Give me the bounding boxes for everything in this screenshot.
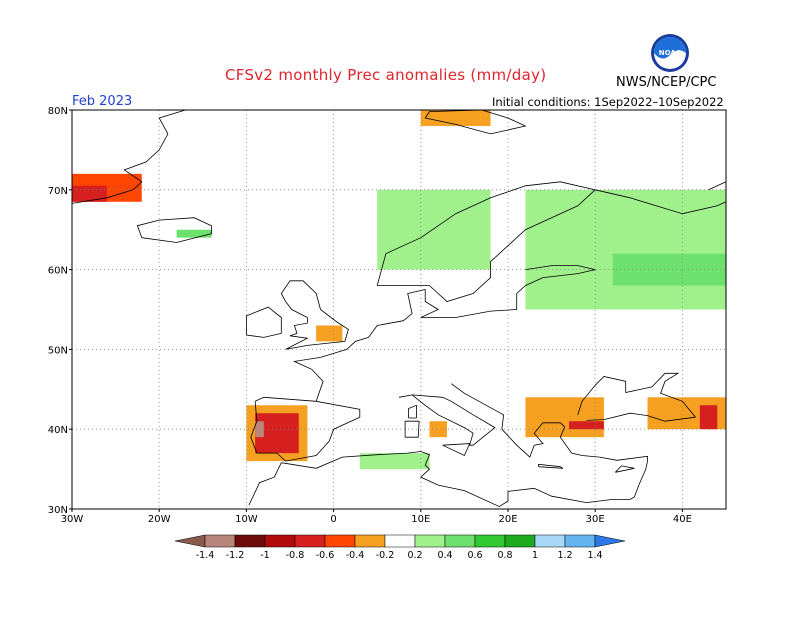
colorbar-label: -1.2 — [226, 550, 245, 561]
lat-tick-label: 60N — [48, 266, 68, 277]
coastline-segment — [442, 443, 471, 457]
colorbar-cell — [234, 534, 266, 548]
coastline-segment — [708, 181, 727, 191]
coastline-segment — [71, 109, 186, 204]
colorbar-cell — [174, 534, 206, 548]
coastline-segment — [404, 420, 420, 438]
forecast-month: Feb 2023 — [72, 94, 133, 109]
coastline-segment — [525, 265, 596, 270]
coastline-segment — [408, 404, 417, 419]
lon-tick-label: 30W — [61, 514, 84, 525]
anomaly-balkans-east — [525, 397, 604, 438]
colorbar-label: 0.6 — [467, 550, 482, 561]
colorbar-cell — [444, 534, 476, 548]
colorbar-label: 0.4 — [437, 550, 452, 561]
coastline-segment — [595, 189, 727, 215]
lat-tick-label: 50N — [48, 345, 68, 356]
lat-tick-label: 30N — [48, 505, 68, 516]
anomaly-iberia-peak — [255, 421, 264, 438]
anomaly-turkey-nw — [569, 421, 604, 430]
lon-tick-label: 20E — [498, 514, 517, 525]
lon-tick-label: 40E — [673, 514, 692, 525]
anomaly-russia-nw — [525, 189, 726, 310]
anomaly-uk-east — [316, 325, 343, 342]
lat-tick-label: 70N — [48, 186, 68, 197]
colorbar-label: -0.8 — [286, 550, 305, 561]
colorbar-cell — [204, 534, 236, 548]
coastline-segment — [248, 462, 282, 506]
colorbar-label: -0.2 — [376, 550, 395, 561]
colorbar-label: 1.2 — [557, 550, 572, 561]
colorbar-label: 0.8 — [497, 550, 512, 561]
colorbar-cell — [324, 534, 356, 548]
coastline-segment — [250, 396, 361, 462]
coastline-segment — [615, 465, 635, 473]
colorbar-cell — [294, 534, 326, 548]
coastline-segment — [538, 463, 564, 469]
colorbar-cell — [474, 534, 506, 548]
colorbar-label: 1.4 — [587, 550, 602, 561]
coastline-segment — [451, 383, 565, 458]
lon-tick-label: 0 — [330, 514, 336, 525]
coastline-segment — [577, 372, 696, 418]
coastlines — [71, 109, 727, 508]
colorbar-cell — [354, 534, 386, 548]
lat-tick-label: 80N — [48, 106, 68, 117]
anomaly-russia-core — [612, 253, 726, 286]
svg-text:NOAA: NOAA — [659, 49, 682, 57]
anomaly-norway-coast — [377, 189, 491, 270]
coastline-segment — [629, 461, 648, 500]
colorbar-cell — [384, 534, 416, 548]
colorbar-cell — [594, 534, 626, 548]
colorbar-cell — [264, 534, 296, 548]
anomaly-caucasus-core — [699, 405, 718, 430]
agency-label: NWS/NCEP/CPC — [616, 75, 717, 90]
lon-tick-label: 30E — [586, 514, 605, 525]
coastline-segment — [376, 181, 597, 302]
colorbar-label: -0.6 — [316, 550, 335, 561]
colorbar-cell — [564, 534, 596, 548]
anomaly-layer — [72, 110, 726, 470]
grid-lines — [72, 110, 726, 509]
anomaly-italy-south — [429, 421, 447, 438]
anomaly-algeria — [359, 453, 430, 470]
colorbar-cell — [504, 534, 536, 548]
initial-conditions: Initial conditions: 1Sep2022–10Sep2022 — [492, 95, 724, 109]
coastline-segment — [559, 426, 648, 462]
lon-tick-label: 20W — [148, 514, 171, 525]
coastline-segment — [293, 288, 518, 402]
coastline-segment — [281, 451, 631, 508]
page-title: CFSv2 monthly Prec anomalies (mm/day) — [225, 66, 547, 84]
noaa-logo-icon: NOAA — [651, 34, 689, 72]
coastline-segment — [136, 217, 212, 243]
colorbar-label: -0.4 — [346, 550, 365, 561]
lon-tick-label: 10W — [235, 514, 258, 525]
coastline-segment — [280, 280, 349, 350]
lon-tick-label: 10E — [411, 514, 430, 525]
axis-ticks: 30W 20W 10W 0 10E 20E 30E 40E 80N 70N 60N 50N 40N 30N — [48, 106, 692, 525]
colorbar-label: 0.2 — [407, 550, 422, 561]
coastline-segment — [586, 412, 696, 422]
coastline-segment — [245, 306, 282, 338]
lat-tick-label: 40N — [48, 425, 68, 436]
colorbar-cell — [414, 534, 446, 548]
colorbar-cell — [534, 534, 566, 548]
coastline-segment — [398, 394, 496, 446]
anomaly-iceland — [176, 229, 212, 238]
colorbar-label: -1 — [260, 550, 269, 561]
colorbar-label: -1.4 — [196, 550, 215, 561]
coastline-segment — [424, 109, 527, 135]
anomaly-svalbard — [420, 110, 491, 126]
coastline-segment — [516, 269, 596, 294]
map-frame — [71, 109, 727, 510]
colorbar-label: 1 — [532, 550, 538, 561]
